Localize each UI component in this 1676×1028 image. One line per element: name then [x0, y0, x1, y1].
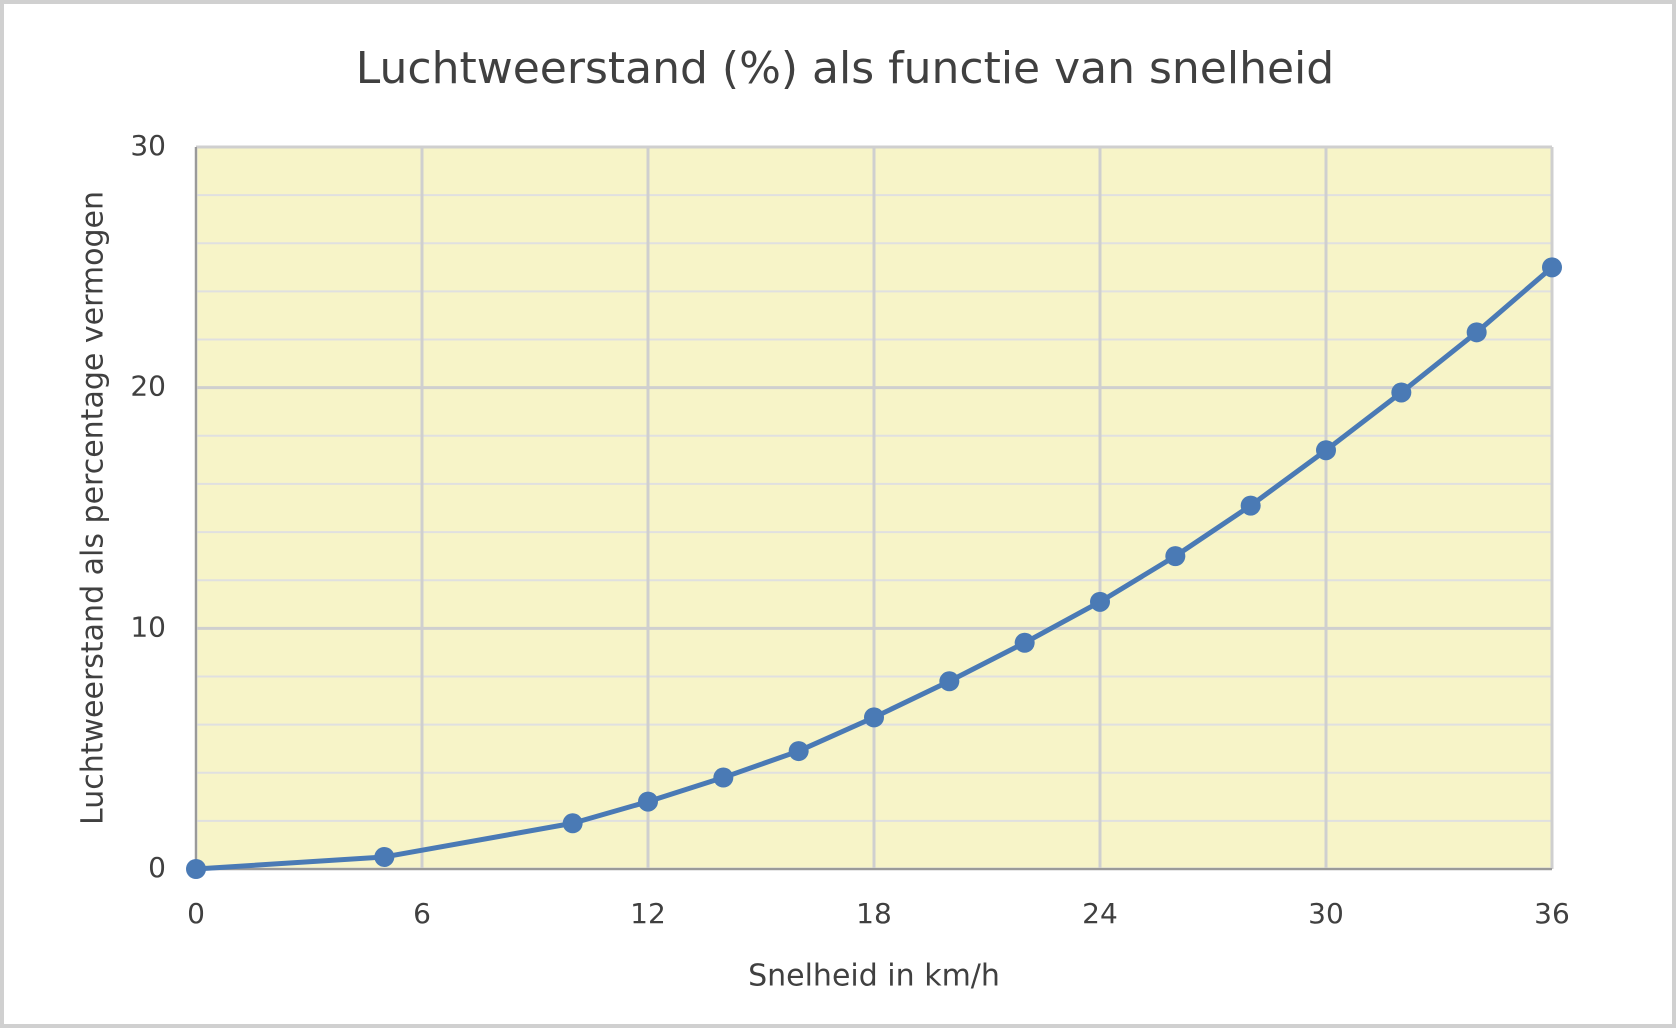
x-tick-label: 30 — [1308, 897, 1344, 930]
data-point — [562, 813, 583, 834]
x-axis-label: Snelheid in km/h — [748, 959, 1000, 994]
x-tick-label: 6 — [413, 897, 431, 930]
y-tick-label: 10 — [130, 610, 166, 643]
data-point — [1542, 257, 1562, 278]
x-tick-label: 18 — [856, 897, 892, 930]
y-tick-label: 20 — [130, 370, 166, 403]
data-point — [1316, 440, 1336, 461]
data-point — [939, 671, 960, 692]
x-tick-label: 24 — [1082, 897, 1118, 930]
x-tick-label: 0 — [187, 897, 205, 930]
x-tick-label: 36 — [1534, 897, 1570, 930]
data-point — [186, 859, 206, 879]
series-line — [195, 265, 1554, 872]
data-point — [1466, 322, 1487, 343]
data-point — [1165, 546, 1186, 567]
y-axis-label: Luchtweerstand als percentage vermogen — [76, 191, 111, 825]
data-point — [788, 741, 809, 762]
chart-title: Luchtweerstand (%) als functie van snelh… — [356, 43, 1334, 94]
data-point — [713, 767, 734, 788]
y-tick-label: 30 — [130, 129, 166, 162]
data-point — [864, 707, 884, 728]
data-point — [1090, 591, 1110, 612]
y-tick-label: 0 — [148, 851, 166, 884]
data-point — [1240, 495, 1261, 516]
data-point — [1391, 382, 1412, 403]
data-point — [638, 791, 658, 812]
data-point — [1014, 632, 1035, 653]
x-tick-label: 12 — [630, 897, 666, 930]
data-point — [374, 846, 395, 867]
